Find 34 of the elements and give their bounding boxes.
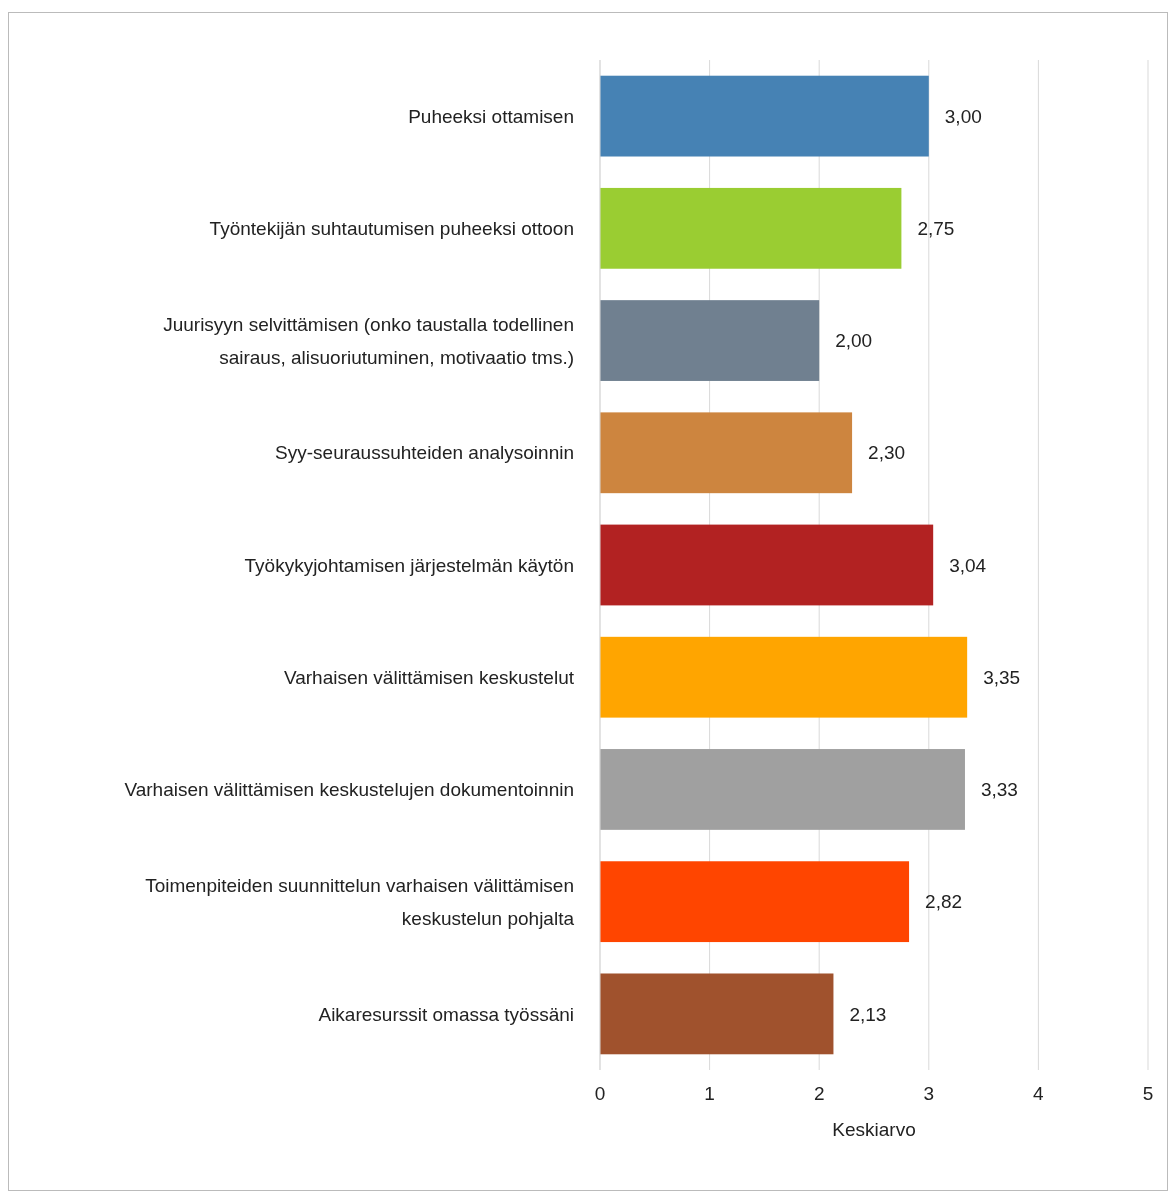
x-tick-label: 5 (1142, 1083, 1154, 1104)
y-tick-label: Syy-seuraussuhteiden analysoinnin (275, 442, 574, 464)
x-tick-label: 2 (813, 1083, 825, 1104)
data-label: 2,00 (835, 330, 873, 352)
x-axis-title: Keskiarvo (832, 1119, 916, 1140)
data-label: 2,75 (917, 217, 955, 239)
x-tick-label: 4 (1033, 1083, 1045, 1104)
y-tick-label: Aikaresurssit omassa työssäni (318, 1003, 574, 1025)
bar (600, 412, 853, 494)
y-tick-label: Työkykyjohtamisen järjestelmän käytön (244, 554, 574, 576)
bar (600, 75, 929, 157)
data-label: 3,33 (980, 779, 1018, 801)
data-label: 3,00 (944, 105, 982, 127)
y-tick-label: Juurisyyn selvittämisen (onko taustalla todellinen sairaus, alisuoriutuminen, motivaatio tms.) (163, 313, 574, 368)
bar (600, 749, 965, 830)
bar (600, 636, 968, 718)
data-label: 3,04 (949, 554, 987, 576)
bar (600, 861, 910, 943)
y-tick-label: Varhaisen välittämisen keskustelujen dokumentoinnin (124, 779, 574, 801)
y-tick-label: Työntekijän suhtautumisen puheeksi ottoon (209, 217, 574, 239)
bar (600, 973, 834, 1055)
y-tick-label: Varhaisen välittämisen keskustelut (283, 666, 575, 688)
data-label: 2,30 (868, 442, 906, 464)
bar (600, 187, 902, 269)
bar (600, 524, 934, 606)
data-label: 3,35 (983, 666, 1021, 688)
x-tick-label: 0 (594, 1083, 606, 1104)
data-label: 2,13 (849, 1003, 887, 1025)
x-tick-label: 1 (704, 1083, 715, 1104)
data-label: 2,82 (925, 891, 963, 913)
x-tick-label: 3 (923, 1083, 935, 1104)
bar (600, 300, 820, 381)
y-tick-label: Toimenpiteiden suunnittelun varhaisen välittämisen keskustelun pohjalta (145, 874, 575, 929)
y-tick-label: Puheeksi ottamisen (408, 105, 574, 127)
